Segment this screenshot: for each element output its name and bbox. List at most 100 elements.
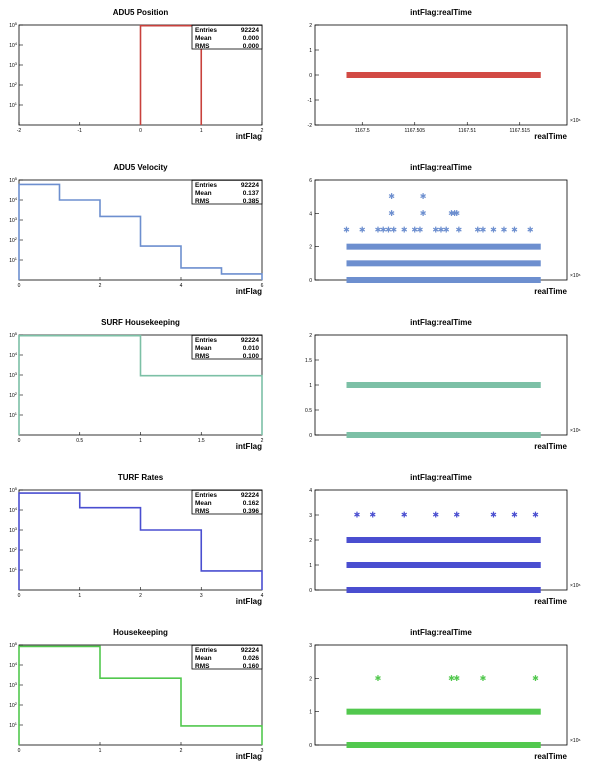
y-tick-label: 6 [309,178,312,184]
stats-label-entries: Entries [195,647,217,654]
y-tick-label: 102 [9,236,18,244]
data-point: ✱ [490,226,497,235]
stats-label-rms: RMS [195,508,210,515]
chart-title: TURF Rates [118,473,164,482]
data-point: ✱ [390,226,397,235]
x-axis-label: intFlag [236,597,262,606]
stats-value-rms: 0.000 [243,43,260,50]
y-tick-label: 4 [309,211,312,217]
histogram-steps [18,183,263,280]
y-tick-label: 101 [9,411,18,419]
stats-box [191,179,263,205]
stats-label-entries: Entries [195,337,217,344]
y-tick-label: 103 [9,371,18,379]
y-tick-label: 104 [9,506,18,514]
x-tick-label: 0 [18,748,21,754]
data-band [346,432,541,438]
data-point: ✱ [417,226,424,235]
y-tick-label: 103 [9,61,18,69]
scatter-1: intFlag:realTime 1167.5 1167.505 1167.51 116… [308,8,581,141]
y-tick-label: 0 [309,588,312,594]
stats-value-mean: 0.137 [243,190,260,197]
y-tick-label: 105 [9,176,18,184]
x-axis-label: realTime [534,442,567,451]
stats-label-rms: RMS [195,43,210,50]
x-axis-label: realTime [534,132,567,141]
y-tick-label: -2 [308,123,313,129]
data-point: ✱ [438,226,445,235]
data-point: ✱ [401,226,408,235]
histogram-steps [18,334,263,435]
data-band [346,260,541,267]
histogram-steps [18,645,263,745]
data-point: ✱ [474,226,481,235]
chart-title: intFlag:realTime [410,473,472,482]
x-tick-label: 1 [139,438,142,444]
y-tick-label: 101 [9,101,18,109]
data-band [346,243,541,250]
stats-label-mean: Mean [195,190,212,197]
stats-label-entries: Entries [195,492,217,499]
y-tick-label: 0 [309,278,312,284]
x-exponent-label: ×10⁶ [570,428,581,434]
data-band [346,562,541,568]
y-tick-label: 103 [9,681,18,689]
y-tick-label: -1 [308,98,313,104]
y-tick-label: 101 [9,566,18,574]
data-point: ✱ [480,674,487,683]
data-point: ✱ [453,511,460,520]
data-point: ✱ [354,511,361,520]
x-tick-label: 1 [99,748,102,754]
y-tick-label: 103 [9,216,18,224]
y-tick-label: 1.5 [305,358,312,364]
stats-label-entries: Entries [195,182,217,189]
chart-title: intFlag:realTime [410,628,472,637]
stats-value-entries: 92224 [241,337,259,344]
x-tick-label: 4 [180,283,183,289]
data-point: ✱ [359,226,366,235]
data-point: ✱ [451,209,458,218]
y-tick-label: 104 [9,661,18,669]
y-tick-label: 1 [309,563,312,569]
x-tick-label: -2 [17,128,22,134]
x-tick-label: 0 [18,593,21,599]
data-point: ✱ [375,226,382,235]
data-point: ✱ [448,209,455,218]
data-point: ✱ [443,226,450,235]
x-axis-label: intFlag [236,287,262,296]
data-point: ✱ [501,226,508,235]
y-tick-label: 101 [9,256,18,264]
x-tick-label: 1.5 [198,438,205,444]
y-tick-label: 2 [309,333,312,339]
data-band [346,587,541,593]
stats-label-mean: Mean [195,345,212,352]
y-tick-label: 102 [9,546,18,554]
y-tick-label: 104 [9,196,18,204]
chart-title: Housekeeping [113,628,168,637]
data-point: ✱ [455,226,462,235]
x-axis-label: realTime [534,752,567,761]
y-tick-label: 2 [309,23,312,29]
stats-value-mean: 0.026 [243,655,260,662]
stats-box [191,334,263,360]
data-point: ✱ [527,226,534,235]
x-tick-label: 6 [261,283,264,289]
y-tick-label: 105 [9,486,18,494]
y-tick-label: 105 [9,331,18,339]
x-axis-label: intFlag [236,442,262,451]
x-tick-label: 0.5 [76,438,83,444]
stats-box [191,644,263,670]
x-axis-label: realTime [534,597,567,606]
data-band [346,537,541,543]
y-tick-label: 105 [9,641,18,649]
stats-value-rms: 0.385 [243,198,260,205]
y-tick-label: 0 [309,433,312,439]
y-tick-label: 4 [309,488,312,494]
y-tick-label: 0.5 [305,408,312,414]
data-band [346,72,541,78]
